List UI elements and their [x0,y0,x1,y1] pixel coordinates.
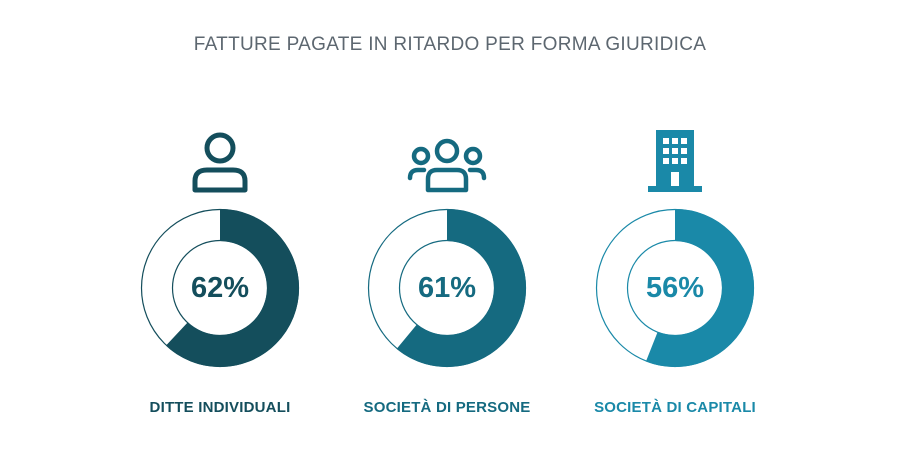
donut-segment-ditte-individuali [165,209,299,367]
group-icon [407,138,487,193]
person-icon [192,132,248,193]
donut-societa-di-capitali [595,208,755,368]
value-label-societa-di-persone: 61% [417,271,477,304]
value-label-societa-di-capitali: 56% [645,271,705,304]
chart-item-ditte-individuali: 62% DITTE INDIVIDUALI [115,118,325,448]
category-label-societa-di-persone: SOCIETÀ DI PERSONE [363,399,531,416]
donut-segment-societa-di-capitali [645,209,754,367]
donut-societa-di-persone [367,208,527,368]
chart-title: FATTURE PAGATE IN RITARDO PER FORMA GIUR… [193,34,707,55]
donut-ditte-individuali [140,208,300,368]
building-icon [648,130,702,192]
chart-item-societa-di-persone: 61% SOCIETÀ DI PERSONE [342,118,552,448]
value-label-ditte-individuali: 62% [190,271,250,304]
chart-item-societa-di-capitali: 56% SOCIETÀ DI CAPITALI [570,118,780,448]
donut-segment-societa-di-persone [396,209,526,367]
category-label-societa-di-capitali: SOCIETÀ DI CAPITALI [594,399,756,416]
category-label-ditte-individuali: DITTE INDIVIDUALI [149,399,291,416]
